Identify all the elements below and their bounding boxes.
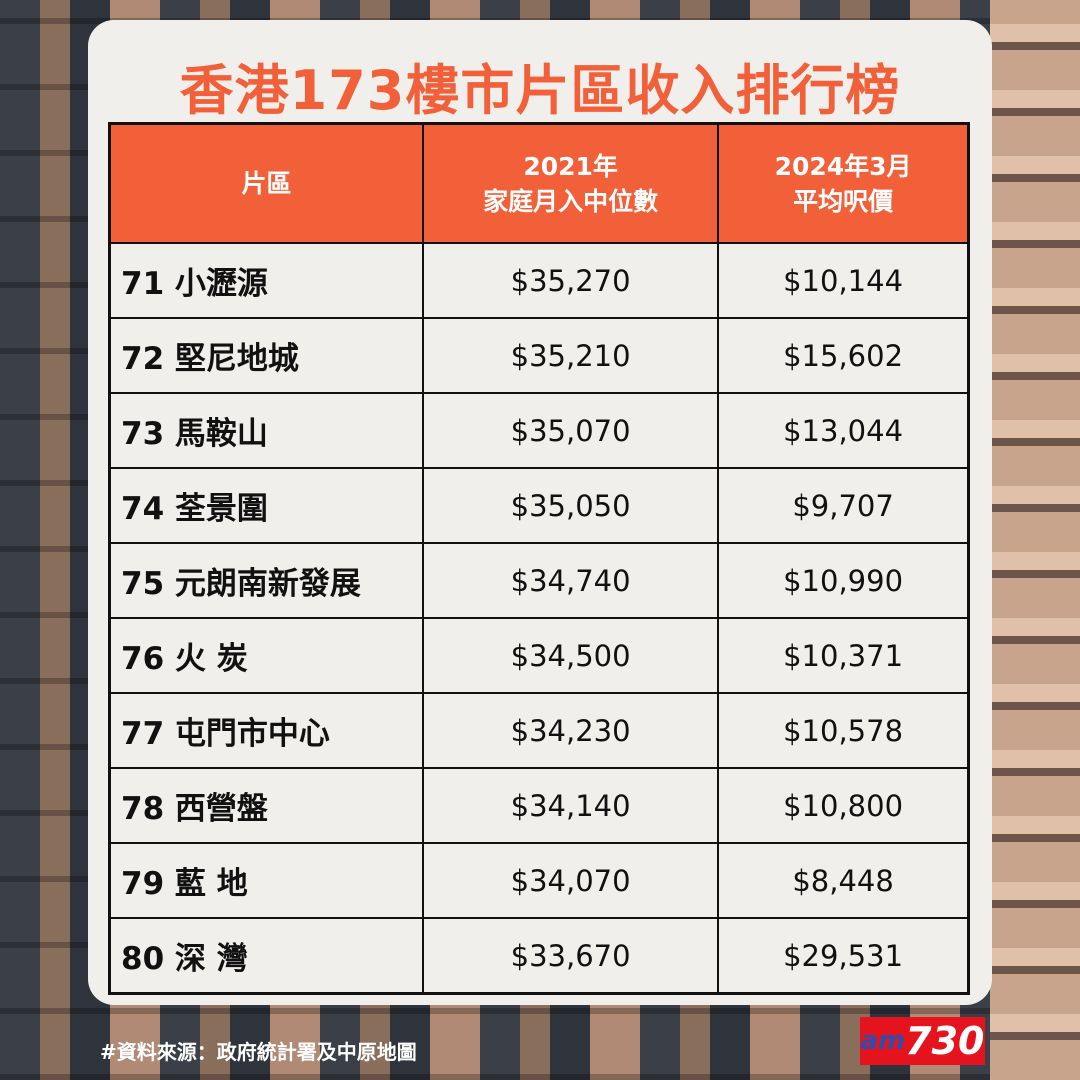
- income-cell: $34,740: [422, 542, 720, 619]
- table-row: 73 馬鞍山 $35,070 $13,044: [108, 392, 970, 469]
- area-cell: 76 火 炭: [108, 617, 425, 694]
- income-cell: $35,210: [422, 317, 720, 394]
- ranking-card: 香港173樓市片區收入排行榜 片區 2021年 家庭月入中位數 2024年3月 平均…: [88, 20, 992, 1005]
- background-building: [990, 0, 1080, 1080]
- area-cell: 79 藍 地: [108, 842, 425, 919]
- income-cell: $34,500: [422, 617, 720, 694]
- ranking-table: 片區 2021年 家庭月入中位數 2024年3月 平均呎價 71 小瀝源 $35,27…: [108, 122, 970, 995]
- area-cell: 74 荃景圍: [108, 467, 425, 544]
- price-cell: $10,990: [717, 542, 970, 619]
- table-row: 72 堅尼地城 $35,210 $15,602: [108, 317, 970, 394]
- price-cell: $13,044: [717, 392, 970, 469]
- table-row: 80 深 灣 $33,670 $29,531: [108, 917, 970, 995]
- table-row: 79 藍 地 $34,070 $8,448: [108, 842, 970, 919]
- price-cell: $10,578: [717, 692, 970, 769]
- table-row: 75 元朗南新發展 $34,740 $10,990: [108, 542, 970, 619]
- income-cell: $33,670: [422, 917, 720, 995]
- price-cell: $10,800: [717, 767, 970, 844]
- price-cell: $15,602: [717, 317, 970, 394]
- area-cell: 71 小瀝源: [108, 242, 425, 319]
- area-cell: 77 屯門市中心: [108, 692, 425, 769]
- table-row: 74 荃景圍 $35,050 $9,707: [108, 467, 970, 544]
- area-cell: 73 馬鞍山: [108, 392, 425, 469]
- header-price: 2024年3月 平均呎價: [717, 122, 970, 244]
- header-area: 片區: [108, 122, 425, 244]
- income-cell: $34,230: [422, 692, 720, 769]
- area-cell: 80 深 灣: [108, 917, 425, 995]
- table-row: 77 屯門市中心 $34,230 $10,578: [108, 692, 970, 769]
- area-cell: 78 西營盤: [108, 767, 425, 844]
- table-row: 76 火 炭 $34,500 $10,371: [108, 617, 970, 694]
- income-cell: $35,050: [422, 467, 720, 544]
- price-cell: $10,144: [717, 242, 970, 319]
- area-cell: 75 元朗南新發展: [108, 542, 425, 619]
- price-cell: $8,448: [717, 842, 970, 919]
- table-row: 78 西營盤 $34,140 $10,800: [108, 767, 970, 844]
- income-cell: $35,270: [422, 242, 720, 319]
- page-title: 香港173樓市片區收入排行榜: [179, 59, 901, 122]
- table-row: 71 小瀝源 $35,270 $10,144: [108, 242, 970, 319]
- income-cell: $34,070: [422, 842, 720, 919]
- income-cell: $34,140: [422, 767, 720, 844]
- price-cell: $9,707: [717, 467, 970, 544]
- header-income: 2021年 家庭月入中位數: [422, 122, 720, 244]
- price-cell: $29,531: [717, 917, 970, 995]
- price-cell: $10,371: [717, 617, 970, 694]
- table-header-row: 片區 2021年 家庭月入中位數 2024年3月 平均呎價: [108, 122, 970, 244]
- source-note: #資料來源：政府統計署及中原地圖: [100, 1040, 417, 1064]
- income-cell: $35,070: [422, 392, 720, 469]
- area-cell: 72 堅尼地城: [108, 317, 425, 394]
- am730-logo: am 730: [860, 1017, 985, 1065]
